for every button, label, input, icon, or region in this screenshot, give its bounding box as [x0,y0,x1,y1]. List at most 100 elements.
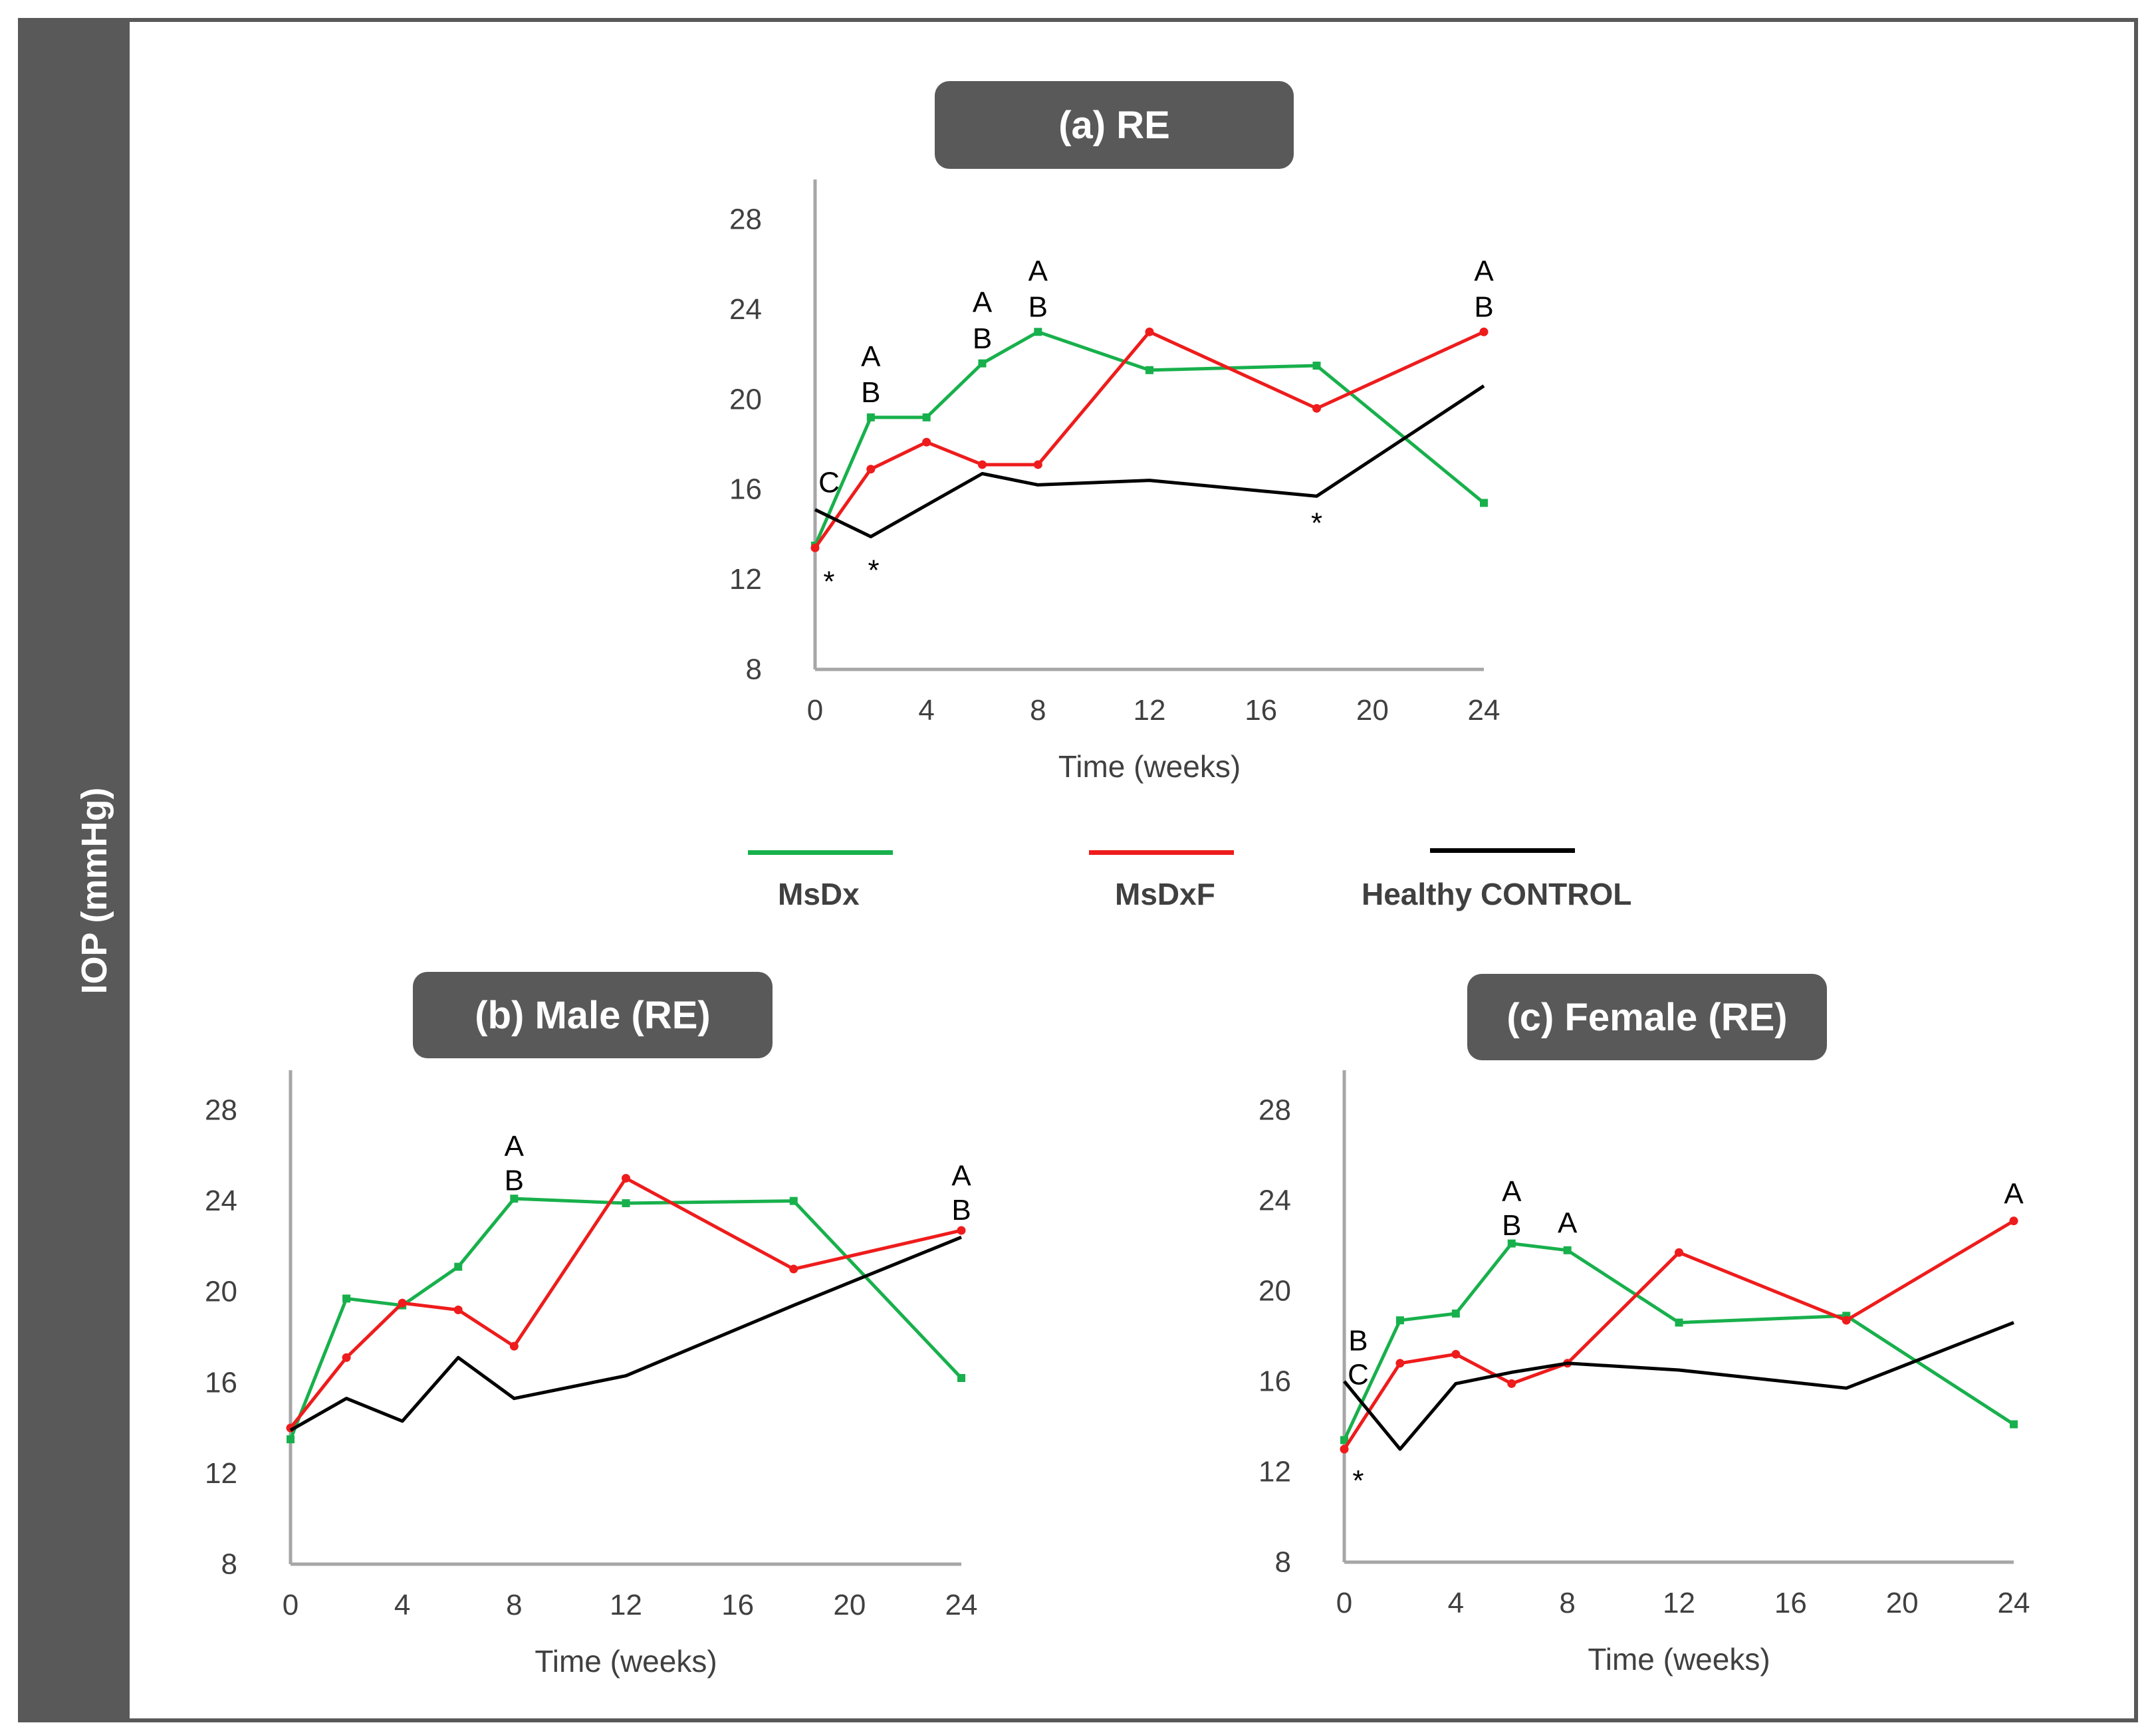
y-tick-label: 28 [729,203,762,236]
data-point [789,1264,798,1274]
data-point [866,413,875,421]
data-point [622,1199,630,1208]
annotation-label: A [1502,1175,1522,1208]
data-point [342,1294,351,1303]
series-line [289,1235,962,1432]
y-tick-label: 16 [205,1366,237,1399]
data-point [1451,1349,1461,1359]
data-point [1675,1248,1683,1257]
y-tick-label: 20 [729,383,762,415]
data-point [1312,404,1321,413]
series-line [289,1197,963,1441]
y-tick-label: 24 [729,293,762,326]
series-line [814,384,1485,538]
x-tick-label: 8 [1030,694,1046,727]
annotation-label: B [1028,291,1048,324]
data-point [922,413,931,421]
annotation-label: A [951,1160,971,1193]
y-tick-label: 12 [205,1457,237,1490]
annotation-label: A [1474,255,1494,287]
y-tick-label: 16 [729,473,762,506]
data-point [509,1341,519,1351]
x-tick-label: 12 [1134,694,1166,727]
series-msdx [811,328,1488,550]
data-point [1395,1359,1405,1368]
data-point [978,359,987,368]
data-point [1675,1318,1683,1327]
data-point [978,460,987,469]
x-tick-label: 24 [1468,694,1500,727]
data-point [1145,366,1153,374]
series-line [1343,1321,2014,1451]
x-tick-label: 12 [1663,1587,1695,1619]
data-point [1340,1445,1349,1454]
data-point [2009,1216,2018,1226]
series-msdxf [810,327,1489,552]
y-tick-label: 24 [1258,1185,1291,1217]
y-tick-label: 20 [1258,1275,1291,1308]
data-point [622,1173,630,1183]
chart-title-b: (b) Male (RE) [413,972,773,1058]
data-point [1842,1316,1851,1325]
data-point [1034,328,1042,336]
x-tick-label: 24 [945,1589,978,1621]
annotation-label: * [868,554,879,587]
data-point [454,1262,463,1271]
x-tick-label: 12 [610,1589,642,1621]
annotation-label: B [861,376,880,409]
x-tick-label: 4 [1448,1587,1464,1619]
annotation-label: B [1474,291,1493,324]
y-tick-label: 8 [746,653,762,686]
x-tick-label: 4 [394,1589,410,1621]
data-point [789,1197,798,1205]
annotation-label: C [818,467,840,499]
y-tick-label: 12 [729,563,762,596]
y-tick-label: 8 [221,1548,237,1581]
annotation-label: C [1348,1358,1369,1391]
data-point [1395,1316,1404,1325]
annotation-label: A [2004,1177,2024,1210]
data-point [1340,1436,1348,1445]
data-point [1033,460,1042,469]
annotation-label: A [505,1130,525,1163]
data-point [453,1306,463,1315]
data-point [342,1353,351,1362]
annotation-label: A [1558,1207,1578,1240]
x-tick-label: 16 [1245,694,1277,727]
x-tick-label: 0 [1336,1587,1352,1619]
outer-border [18,18,2138,1722]
x-axis-title: Time (weeks) [535,1644,717,1678]
data-point [922,437,931,447]
data-point [510,1195,519,1203]
data-point [957,1373,965,1382]
data-point [1507,1239,1516,1248]
series-line [1342,1219,2015,1450]
x-tick-label: 8 [1559,1587,1575,1619]
legend-label-msdx: MsDx [778,877,860,911]
x-tick-label: 20 [833,1589,866,1621]
series-msdxf [286,1173,966,1433]
legend-line-msdx [748,850,893,855]
series-line [1342,1242,2015,1441]
series-line [289,1176,962,1429]
data-point [1312,362,1321,370]
x-tick-label: 24 [1998,1587,2030,1619]
data-point [1451,1310,1460,1318]
series-msdx [1340,1239,2018,1445]
data-point [810,543,820,552]
data-point [1563,1246,1572,1254]
annotation-label: * [1311,507,1322,539]
data-point [398,1298,407,1308]
x-tick-label: 20 [1356,694,1389,727]
data-point [957,1226,966,1235]
legend-label-msdxf: MsDxF [1115,877,1215,911]
y-tick-label: 16 [1258,1365,1291,1398]
data-point [1145,327,1154,336]
data-point [866,465,876,474]
series-msdxf [1340,1216,2018,1454]
series-line [813,330,1485,546]
y-tick-label: 12 [1258,1456,1291,1488]
